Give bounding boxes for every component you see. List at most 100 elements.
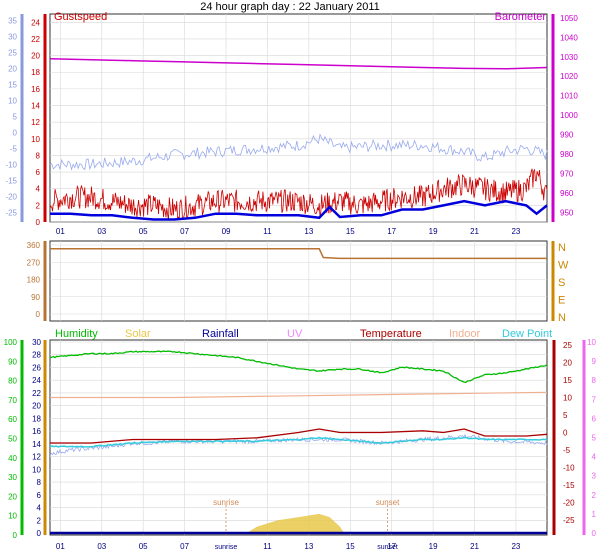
far-left-tick-label: 40 (8, 454, 17, 463)
far-right-tick-label: 8 (592, 376, 597, 385)
right-tick-label: 1010 (560, 92, 578, 101)
left-tick-label: 8 (36, 151, 41, 160)
x-tick-label: 09 (222, 227, 231, 236)
legend-indoor: Indoor (449, 328, 481, 340)
left-tick-label: 10 (31, 135, 40, 144)
far-left-tick-label: 10 (8, 96, 17, 105)
compass-label: N (558, 312, 566, 324)
legend-barometer: Barometer (495, 11, 547, 23)
far-left-tick-label: 100 (4, 338, 18, 347)
far-left-tick-label: -5 (10, 144, 18, 153)
right-tick-label: 980 (560, 150, 574, 159)
left-tick-label: 0 (36, 218, 41, 227)
left-tick-label: 10 (32, 465, 41, 474)
right-tick-label: 970 (560, 169, 574, 178)
left-tick-label: 28 (32, 351, 41, 360)
dewpoint-line (49, 436, 548, 448)
far-left-tick-label: -15 (5, 176, 17, 185)
x-tick-label: 21 (470, 227, 479, 236)
x-tick-label: 19 (429, 227, 438, 236)
x-tick-label: 15 (346, 542, 355, 551)
legend-rainfall: Rainfall (202, 328, 239, 340)
x-tick-label: 07 (180, 227, 189, 236)
chart-title: 24 hour graph day : 22 January 2011 (200, 1, 380, 13)
left-tick-label: 12 (32, 453, 41, 462)
left-tick-label: 12 (31, 118, 40, 127)
right-tick-label: 0 (563, 429, 568, 438)
right-tick-label: 25 (563, 341, 572, 350)
left-tick-label: 90 (31, 293, 40, 302)
left-tick-label: 24 (31, 18, 40, 27)
left-tick-label: 0 (36, 310, 41, 319)
barometer-line (49, 57, 548, 70)
far-left-tick-label: 0 (13, 531, 18, 540)
solar-area (246, 513, 345, 533)
right-tick-label: -25 (563, 516, 575, 525)
far-right-tick-label: 1 (592, 510, 597, 519)
left-tick-label: 4 (36, 185, 41, 194)
right-tick-label: 1050 (560, 14, 578, 23)
left-tick-label: 2 (37, 516, 42, 525)
left-tick-label: 14 (31, 102, 40, 111)
wind-speed-line (50, 199, 548, 221)
left-tick-label: 16 (32, 427, 41, 436)
far-right-tick-label: 3 (592, 472, 597, 481)
far-right-tick-label: 10 (587, 338, 596, 347)
right-tick-label: -20 (563, 499, 575, 508)
x-tick-label: 01 (56, 542, 65, 551)
right-tick-label: -15 (563, 481, 575, 490)
x-tick-label: 23 (511, 542, 520, 551)
light-blue-series-line (49, 433, 548, 456)
right-tick-label: 1020 (560, 72, 578, 81)
right-tick-label: -5 (563, 446, 571, 455)
left-tick-label: 22 (32, 389, 41, 398)
compass-label: E (558, 295, 565, 307)
far-left-tick-label: 60 (8, 415, 17, 424)
left-tick-label: 270 (27, 258, 41, 267)
far-left-tick-label: 50 (8, 435, 17, 444)
right-tick-label: 990 (560, 131, 574, 140)
left-tick-label: 18 (32, 414, 41, 423)
left-tick-label: 16 (31, 85, 40, 94)
left-tick-label: 4 (37, 504, 42, 513)
far-left-tick-label: 35 (8, 16, 17, 25)
left-tick-label: 0 (37, 529, 42, 538)
left-tick-label: 6 (37, 491, 42, 500)
left-tick-label: 6 (36, 168, 41, 177)
x-tick-label: 17 (387, 542, 396, 551)
right-tick-label: 15 (563, 376, 572, 385)
x-tick-label: 19 (429, 542, 438, 551)
right-tick-label: 1000 (560, 111, 578, 120)
x-tick-label: 07 (180, 542, 189, 551)
far-left-tick-label: 20 (8, 64, 17, 73)
compass-label: W (558, 260, 569, 272)
right-tick-label: 950 (560, 208, 574, 217)
right-tick-label: -10 (563, 464, 575, 473)
left-tick-label: 2 (36, 201, 41, 210)
light-blue-series-line (49, 133, 548, 171)
far-left-tick-label: 30 (8, 32, 17, 41)
right-tick-label: 1030 (560, 53, 578, 62)
gustspeed-line (49, 168, 548, 221)
far-left-tick-label: 0 (13, 128, 18, 137)
far-left-tick-label: 5 (13, 112, 18, 121)
x-tick-label: 01 (56, 227, 65, 236)
far-left-tick-label: 15 (8, 80, 17, 89)
left-tick-label: 24 (32, 376, 41, 385)
left-tick-label: 8 (37, 478, 42, 487)
x-tick-label: sunrise (215, 544, 238, 551)
right-tick-label: 10 (563, 394, 572, 403)
legend-solar: Solar (125, 328, 151, 340)
x-tick-label: 03 (97, 227, 106, 236)
x-tick-label: sunset (377, 544, 398, 551)
x-tick-label: 11 (263, 542, 272, 551)
far-left-tick-label: 30 (8, 473, 17, 482)
legend-uv: UV (287, 328, 303, 340)
plot-frame (49, 13, 548, 223)
plot-frame (49, 240, 548, 322)
far-left-tick-label: 80 (8, 377, 17, 386)
humidity-line (49, 350, 548, 384)
far-right-tick-label: 4 (592, 453, 597, 462)
wind-barometer-panel: 24222018161412108642035302520151050-5-10… (5, 11, 578, 236)
